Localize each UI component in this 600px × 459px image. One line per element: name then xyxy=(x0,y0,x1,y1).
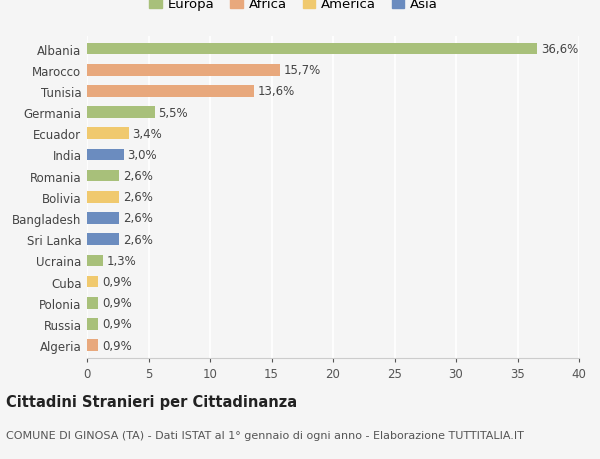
Text: 5,5%: 5,5% xyxy=(158,106,188,119)
Bar xyxy=(87,319,98,330)
Text: 13,6%: 13,6% xyxy=(258,85,295,98)
Bar xyxy=(87,297,98,309)
Text: Cittadini Stranieri per Cittadinanza: Cittadini Stranieri per Cittadinanza xyxy=(6,394,297,409)
Bar xyxy=(87,44,537,55)
Bar xyxy=(87,213,119,224)
Text: 2,6%: 2,6% xyxy=(122,170,152,183)
Text: 0,9%: 0,9% xyxy=(102,318,131,330)
Text: 36,6%: 36,6% xyxy=(541,43,578,56)
Bar xyxy=(87,234,119,246)
Legend: Europa, Africa, America, Asia: Europa, Africa, America, Asia xyxy=(146,0,441,13)
Bar xyxy=(87,255,103,267)
Text: 2,6%: 2,6% xyxy=(122,233,152,246)
Bar xyxy=(87,340,98,351)
Bar xyxy=(87,149,124,161)
Bar xyxy=(87,65,280,76)
Text: 3,4%: 3,4% xyxy=(133,128,162,140)
Bar xyxy=(87,170,119,182)
Text: 15,7%: 15,7% xyxy=(284,64,321,77)
Text: 3,0%: 3,0% xyxy=(128,149,157,162)
Text: 0,9%: 0,9% xyxy=(102,275,131,288)
Text: 0,9%: 0,9% xyxy=(102,297,131,309)
Text: 2,6%: 2,6% xyxy=(122,212,152,225)
Bar xyxy=(87,128,129,140)
Text: 2,6%: 2,6% xyxy=(122,191,152,204)
Bar xyxy=(87,86,254,97)
Bar xyxy=(87,107,155,118)
Text: COMUNE DI GINOSA (TA) - Dati ISTAT al 1° gennaio di ogni anno - Elaborazione TUT: COMUNE DI GINOSA (TA) - Dati ISTAT al 1°… xyxy=(6,431,524,440)
Text: 0,9%: 0,9% xyxy=(102,339,131,352)
Bar xyxy=(87,276,98,288)
Text: 1,3%: 1,3% xyxy=(107,254,136,267)
Bar xyxy=(87,191,119,203)
